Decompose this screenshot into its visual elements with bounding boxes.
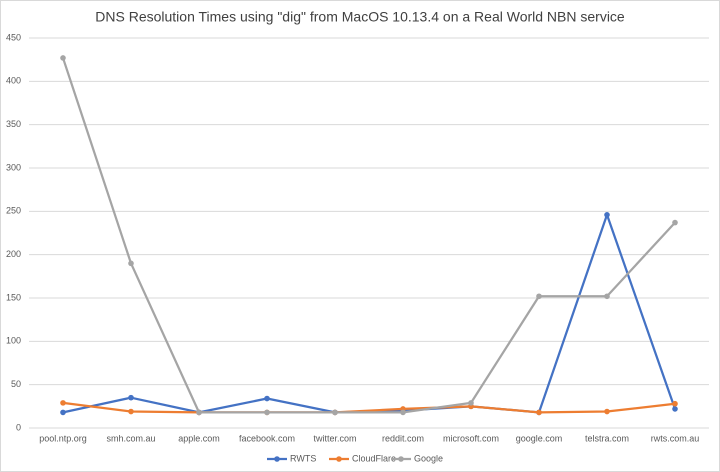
- y-tick-label: 50: [11, 379, 21, 389]
- data-point: [332, 409, 338, 416]
- y-tick-label: 350: [6, 119, 21, 129]
- y-tick-label: 150: [6, 292, 21, 302]
- x-tick-label: facebook.com: [239, 433, 295, 443]
- series-line: [61, 57, 676, 414]
- data-point: [60, 400, 66, 406]
- data-point: [264, 409, 270, 416]
- y-tick-label: 300: [6, 162, 21, 172]
- y-tick-label: 200: [6, 249, 21, 259]
- x-tick-label: smh.com.au: [106, 433, 155, 443]
- x-tick-label: google.com: [516, 433, 563, 443]
- x-tick-label: twitter.com: [313, 433, 356, 443]
- data-point: [264, 395, 270, 402]
- y-tick-label: 100: [6, 336, 21, 346]
- data-point: [60, 55, 66, 61]
- legend-marker: [274, 456, 280, 462]
- data-point: [604, 293, 610, 300]
- data-point: [128, 260, 134, 267]
- x-tick-label: microsoft.com: [443, 433, 499, 443]
- data-point: [196, 409, 202, 416]
- y-tick-label: 400: [6, 76, 21, 86]
- legend-label: Google: [414, 453, 443, 463]
- x-tick-label: reddit.com: [382, 433, 424, 443]
- data-point: [604, 212, 610, 218]
- x-tick-label: rwts.com.au: [651, 433, 700, 443]
- legend-marker: [398, 456, 404, 462]
- data-point: [536, 409, 542, 416]
- data-point: [672, 219, 678, 226]
- data-point: [672, 406, 678, 412]
- data-point: [672, 400, 678, 407]
- data-point: [604, 408, 610, 415]
- data-point: [60, 409, 66, 416]
- legend-marker: [336, 456, 342, 462]
- series-line: [62, 401, 676, 414]
- x-tick-label: pool.ntp.org: [39, 433, 87, 443]
- data-point: [400, 409, 406, 416]
- x-tick-label: apple.com: [178, 433, 220, 443]
- data-point: [128, 408, 134, 415]
- chart-title: DNS Resolution Times using "dig" from Ma…: [95, 9, 625, 25]
- data-point: [128, 394, 134, 401]
- legend-label: RWTS: [290, 453, 316, 463]
- legend-label: CloudFlare: [352, 453, 396, 463]
- y-tick-label: 450: [6, 32, 21, 42]
- data-point: [468, 400, 474, 406]
- y-tick-label: 0: [16, 422, 21, 432]
- x-tick-label: telstra.com: [585, 433, 629, 443]
- data-point: [536, 293, 542, 300]
- y-tick-label: 250: [6, 206, 21, 216]
